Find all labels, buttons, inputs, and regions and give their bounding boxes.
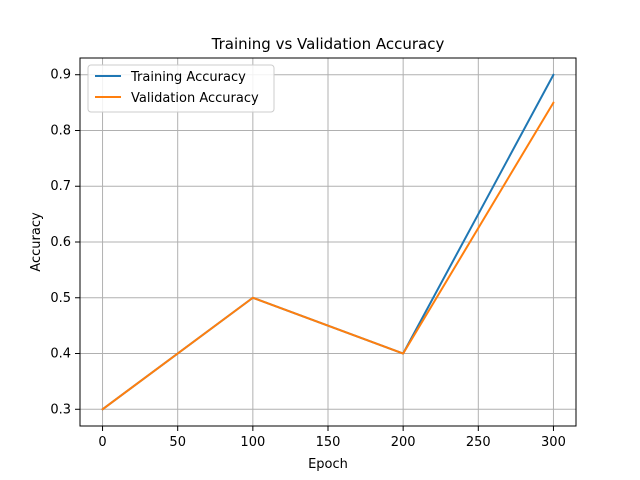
axes: 0 50 100 150 200 250 300 0.3 0.4 0.5 0.6 0.7 0.8 0.9: [50, 68, 566, 450]
y-tick-label-0-3: 0.3: [50, 402, 71, 417]
x-tick-label-100: 100: [240, 435, 265, 450]
x-tick-label-150: 150: [316, 435, 341, 450]
series-lines: [101, 73, 555, 411]
x-tick-label-300: 300: [541, 435, 566, 450]
y-tick-label-0-4: 0.4: [50, 347, 71, 362]
legend-box: [87, 64, 275, 113]
legend-label-training-accuracy: Training Accuracy: [130, 70, 246, 85]
legend: Training Accuracy Validation Accuracy: [87, 64, 275, 113]
y-tick-label-0-5: 0.5: [50, 291, 71, 306]
chart-title: Training vs Validation Accuracy: [211, 35, 445, 53]
series-line-validation-accuracy: [101, 101, 555, 411]
y-axis-label: Accuracy: [29, 212, 44, 272]
x-tick-label-50: 50: [169, 435, 186, 450]
y-tick-label-0-6: 0.6: [50, 235, 71, 250]
x-tick-label-250: 250: [466, 435, 491, 450]
y-tick-label-0-8: 0.8: [50, 123, 71, 138]
x-tick-label-0: 0: [98, 435, 106, 450]
legend-label-validation-accuracy: Validation Accuracy: [131, 91, 259, 106]
x-tick-label-200: 200: [391, 435, 416, 450]
y-tick-label-0-7: 0.7: [50, 179, 71, 194]
grid-lines: [80, 58, 576, 426]
x-axis-label: Epoch: [308, 457, 348, 472]
y-tick-label-0-9: 0.9: [50, 68, 71, 83]
